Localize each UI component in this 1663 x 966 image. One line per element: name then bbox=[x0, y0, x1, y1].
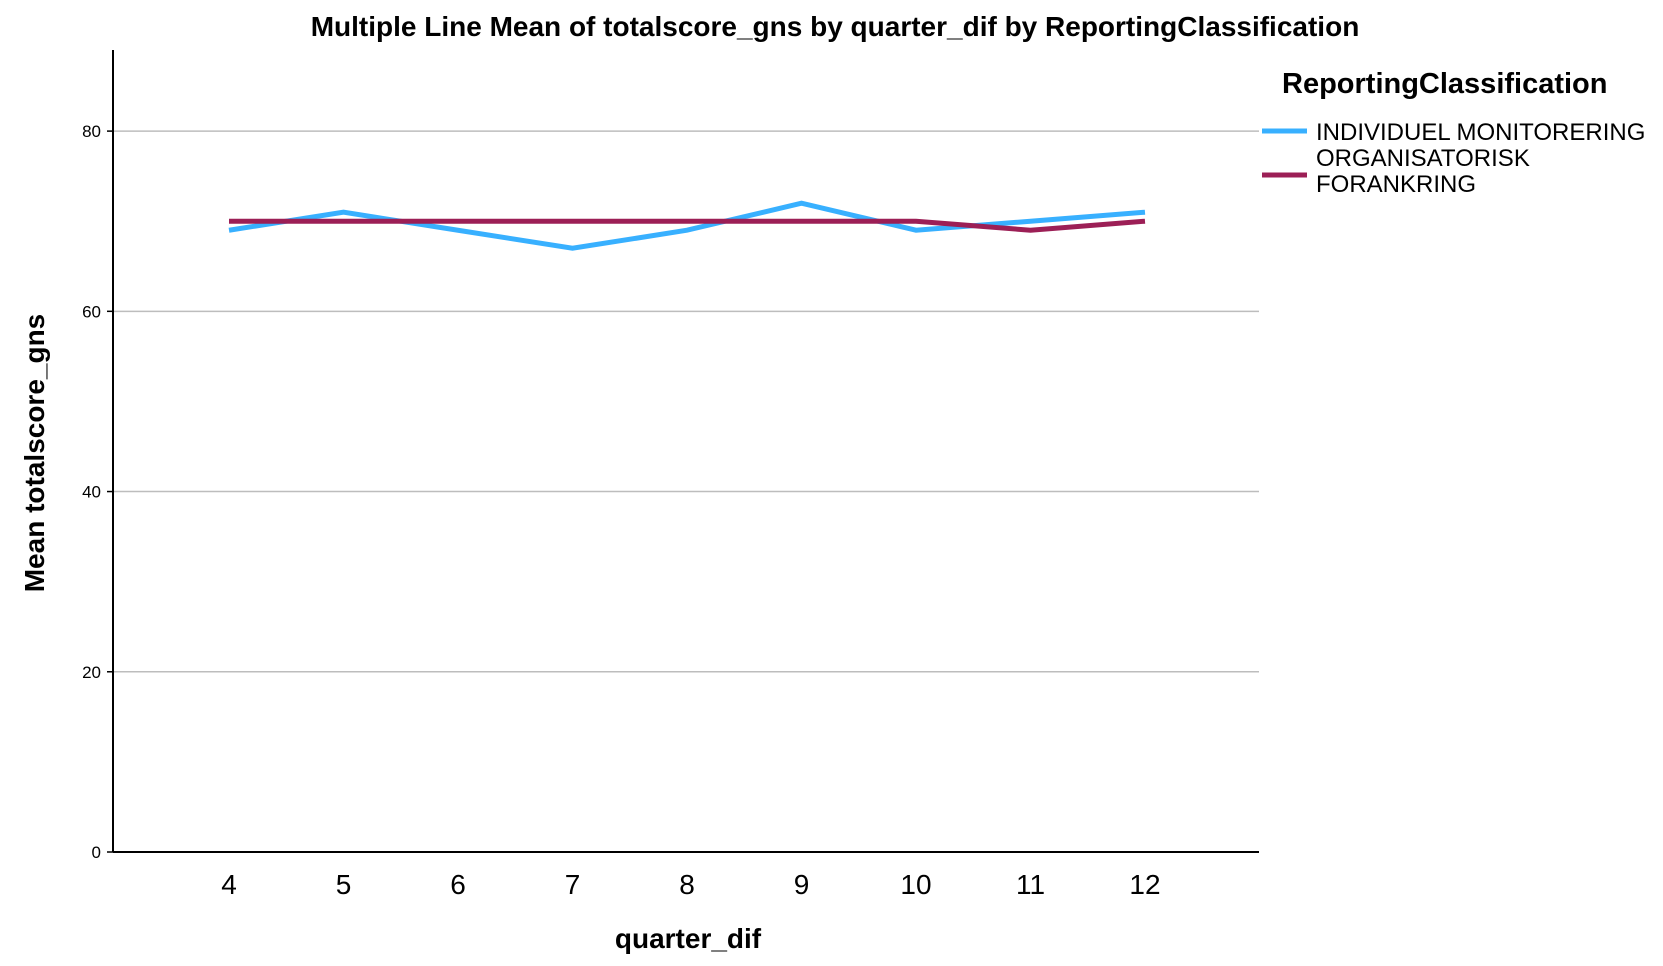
series-lines bbox=[228, 200, 1146, 251]
y-tick-label: 40 bbox=[82, 483, 101, 502]
legend: ReportingClassification INDIVIDUEL MONIT… bbox=[1262, 68, 1645, 198]
chart-title: Multiple Line Mean of totalscore_gns by … bbox=[311, 11, 1360, 42]
x-tick-label: 11 bbox=[1016, 869, 1045, 900]
legend-items: INDIVIDUEL MONITORERINGORGANISATORISKFOR… bbox=[1262, 119, 1645, 198]
legend-title: ReportingClassification bbox=[1282, 68, 1608, 100]
x-tick-label: 6 bbox=[450, 869, 466, 900]
series-line-2 bbox=[229, 218, 1146, 233]
x-axis-ticks: 4 5 6 7 8 9 10 11 12 bbox=[221, 869, 1160, 900]
x-tick-label: 10 bbox=[900, 869, 931, 900]
x-tick-label: 7 bbox=[565, 869, 581, 900]
y-axis-ticks: 0 20 40 60 80 bbox=[82, 122, 113, 862]
y-tick-label: 80 bbox=[82, 122, 101, 141]
gridlines bbox=[113, 130, 1259, 673]
x-tick-label: 9 bbox=[794, 869, 810, 900]
legend-label: INDIVIDUEL MONITORERING bbox=[1316, 119, 1645, 146]
y-tick-label: 60 bbox=[82, 302, 101, 321]
x-axis-label: quarter_dif bbox=[615, 923, 762, 954]
y-tick-label: 0 bbox=[92, 843, 101, 862]
x-tick-label: 12 bbox=[1129, 869, 1160, 900]
x-tick-label: 5 bbox=[336, 869, 352, 900]
x-tick-label: 8 bbox=[679, 869, 695, 900]
y-tick-label: 20 bbox=[82, 663, 101, 682]
x-tick-label: 4 bbox=[221, 869, 237, 900]
legend-label: FORANKRING bbox=[1316, 171, 1476, 198]
legend-label: ORGANISATORISK bbox=[1316, 145, 1530, 172]
y-axis-label: Mean totalscore_gns bbox=[19, 314, 50, 593]
series-line-1 bbox=[228, 200, 1146, 251]
